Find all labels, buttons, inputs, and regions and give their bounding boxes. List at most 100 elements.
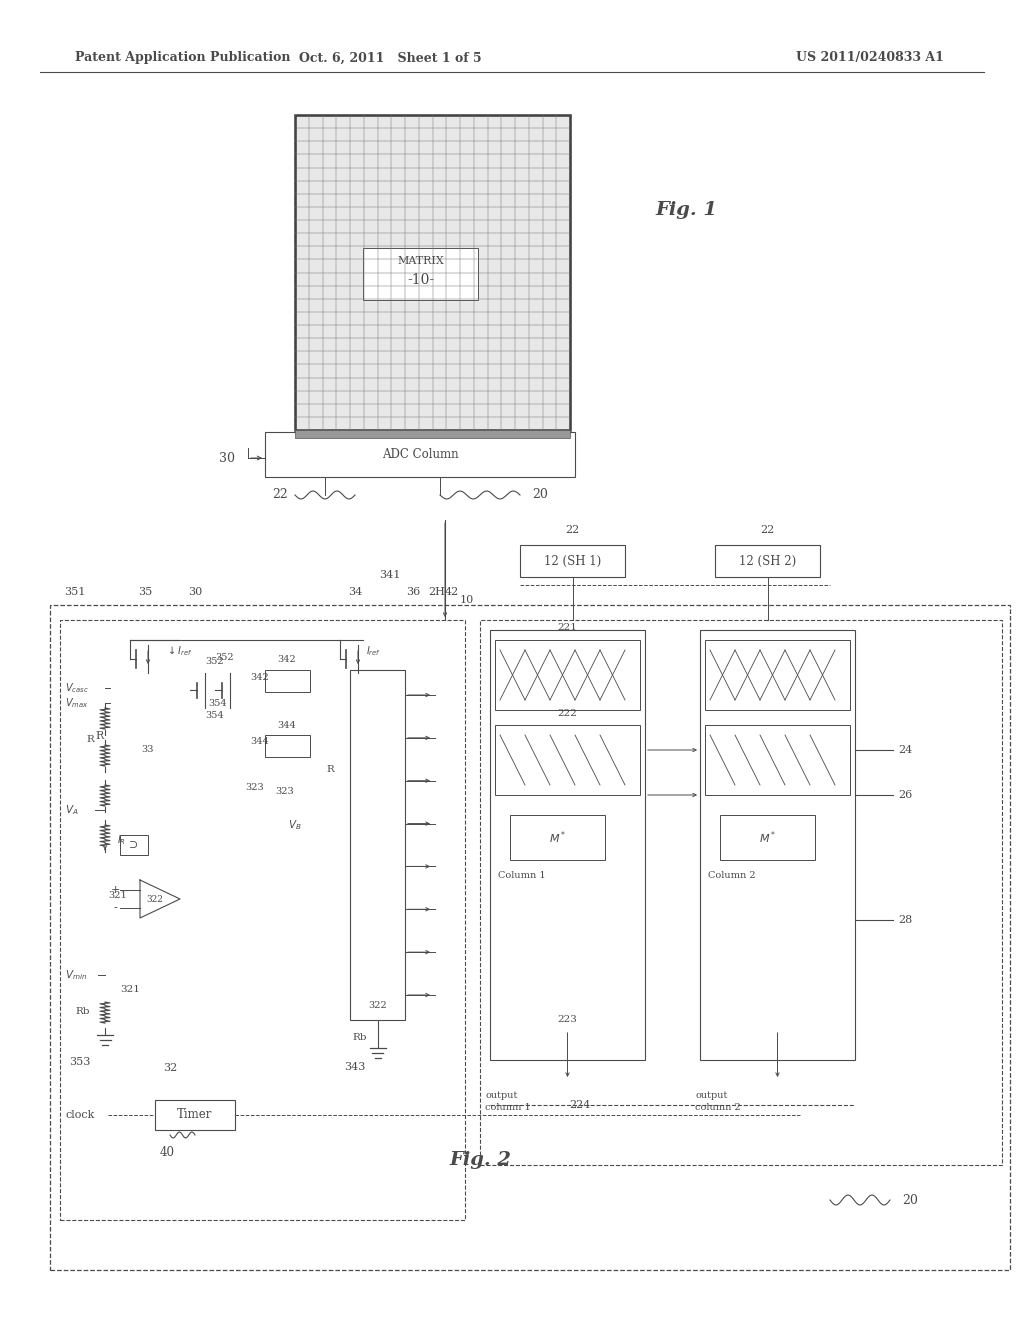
Bar — [265, 432, 575, 477]
Text: 28: 28 — [898, 915, 912, 925]
Text: 344: 344 — [251, 738, 269, 747]
Text: $V_A$: $V_A$ — [65, 803, 79, 817]
Text: 322: 322 — [146, 895, 164, 903]
Text: -10-: -10- — [407, 273, 434, 286]
Text: $M^*$: $M^*$ — [549, 829, 566, 846]
Text: $V_B$: $V_B$ — [288, 818, 302, 832]
Text: column 1: column 1 — [485, 1104, 530, 1113]
Bar — [495, 725, 640, 795]
Text: 33: 33 — [141, 746, 155, 755]
Text: $V_{min}$: $V_{min}$ — [65, 968, 87, 982]
Text: 321: 321 — [120, 986, 140, 994]
Text: 22: 22 — [761, 525, 774, 535]
Text: 321: 321 — [109, 891, 127, 899]
Text: 24: 24 — [898, 744, 912, 755]
Text: $V_{casc}$: $V_{casc}$ — [65, 681, 89, 694]
Bar — [350, 671, 406, 1020]
Polygon shape — [140, 880, 180, 917]
Text: 342: 342 — [251, 673, 269, 682]
Text: 42: 42 — [444, 587, 459, 597]
Text: Rb: Rb — [352, 1034, 368, 1043]
Text: clock: clock — [65, 1110, 94, 1119]
Text: 323: 323 — [275, 788, 294, 796]
Bar — [155, 1100, 234, 1130]
Text: $I_{ref}$: $I_{ref}$ — [366, 644, 381, 657]
Text: 30: 30 — [219, 451, 234, 465]
Text: 40: 40 — [160, 1146, 174, 1159]
Text: 32: 32 — [163, 1063, 177, 1073]
Text: 34: 34 — [348, 587, 362, 597]
Text: Column 1: Column 1 — [498, 870, 546, 879]
Bar — [50, 605, 1010, 1270]
Text: 10: 10 — [460, 595, 474, 605]
Text: 221: 221 — [557, 623, 578, 632]
Bar — [295, 115, 570, 430]
Text: 222: 222 — [557, 709, 578, 718]
Text: R: R — [96, 731, 104, 741]
Text: 341: 341 — [379, 570, 400, 579]
Text: $M^*$: $M^*$ — [759, 829, 776, 846]
Text: 2H: 2H — [429, 587, 445, 597]
Text: US 2011/0240833 A1: US 2011/0240833 A1 — [796, 51, 944, 65]
Bar — [720, 814, 815, 861]
Bar — [705, 725, 850, 795]
Text: 12 (SH 2): 12 (SH 2) — [739, 554, 796, 568]
Text: 12 (SH 1): 12 (SH 1) — [544, 554, 601, 568]
Text: 351: 351 — [65, 587, 86, 597]
Text: 223: 223 — [557, 1015, 578, 1024]
Text: Patent Application Publication: Patent Application Publication — [75, 51, 291, 65]
Bar — [480, 620, 1002, 1166]
Bar — [362, 248, 478, 300]
Text: $I_R$: $I_R$ — [117, 833, 126, 847]
Bar — [495, 640, 640, 710]
Text: 354: 354 — [206, 710, 224, 719]
Text: column 2: column 2 — [695, 1104, 740, 1113]
Bar — [265, 735, 310, 756]
Text: +: + — [111, 884, 120, 895]
Text: Rb: Rb — [76, 1007, 90, 1016]
Text: Timer: Timer — [177, 1109, 213, 1122]
Text: ⊃: ⊃ — [129, 840, 138, 850]
Bar — [295, 430, 570, 438]
Text: 35: 35 — [138, 587, 153, 597]
Text: 20: 20 — [902, 1193, 918, 1206]
Text: 26: 26 — [898, 789, 912, 800]
Bar — [490, 630, 645, 1060]
Text: 353: 353 — [70, 1057, 91, 1067]
Bar — [520, 545, 625, 577]
Text: Column 2: Column 2 — [708, 870, 756, 879]
Text: Oct. 6, 2011   Sheet 1 of 5: Oct. 6, 2011 Sheet 1 of 5 — [299, 51, 481, 65]
Bar — [265, 671, 310, 692]
Text: 344: 344 — [278, 721, 296, 730]
Text: 343: 343 — [344, 1063, 366, 1072]
Text: 36: 36 — [406, 587, 420, 597]
Text: -: - — [113, 903, 117, 913]
Bar — [700, 630, 855, 1060]
Text: 323: 323 — [246, 784, 264, 792]
Text: ADC Column: ADC Column — [382, 447, 459, 461]
Text: Fig. 2: Fig. 2 — [449, 1151, 511, 1170]
Bar — [510, 814, 605, 861]
Text: $\downarrow$$I_{ref}$: $\downarrow$$I_{ref}$ — [166, 644, 194, 657]
Text: $V_{max}$: $V_{max}$ — [65, 696, 88, 710]
Bar — [60, 620, 465, 1220]
Text: MATRIX: MATRIX — [397, 256, 443, 267]
Text: 352: 352 — [206, 657, 224, 667]
Text: 342: 342 — [278, 656, 296, 664]
Text: 352: 352 — [216, 653, 234, 663]
Text: R: R — [326, 766, 334, 775]
Bar — [705, 640, 850, 710]
Bar — [120, 836, 148, 855]
Text: 22: 22 — [565, 525, 580, 535]
Text: 224: 224 — [569, 1100, 591, 1110]
Bar — [295, 115, 570, 430]
Text: output: output — [485, 1090, 517, 1100]
Text: 20: 20 — [532, 488, 548, 502]
Text: 22: 22 — [272, 488, 288, 502]
Text: 30: 30 — [187, 587, 202, 597]
Text: R: R — [86, 735, 94, 744]
Text: output: output — [695, 1090, 727, 1100]
Text: 354: 354 — [209, 698, 227, 708]
Bar — [715, 545, 820, 577]
Text: Fig. 1: Fig. 1 — [655, 201, 717, 219]
